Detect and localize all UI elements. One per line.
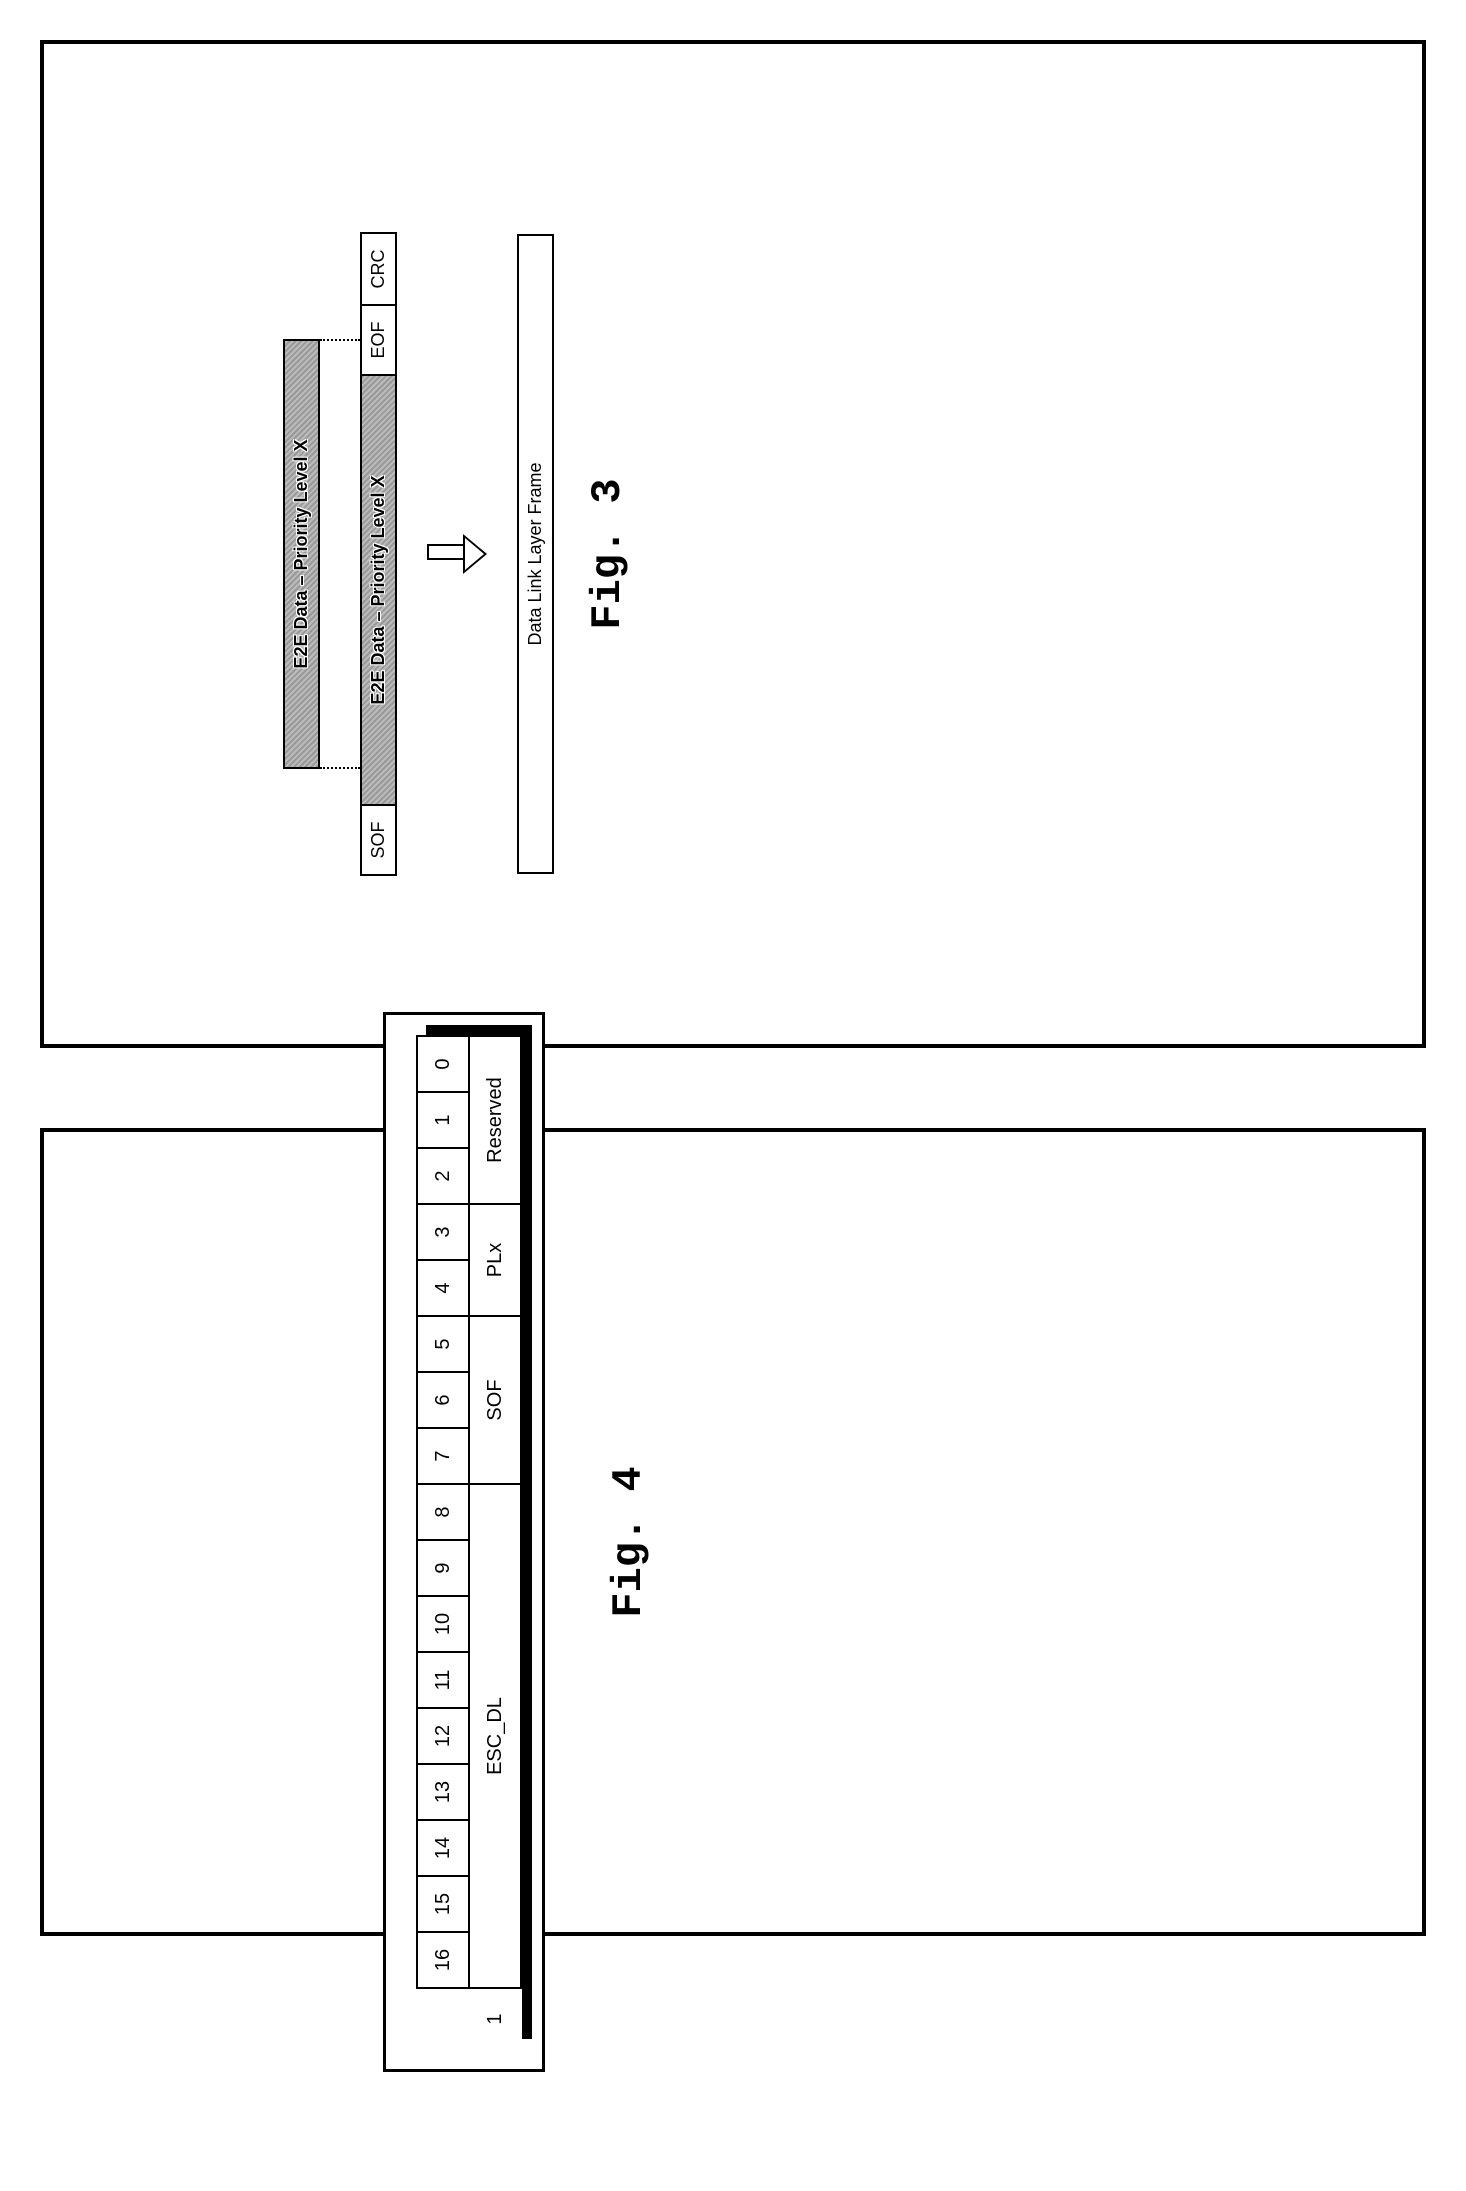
row-index-cell: 1 [469, 1988, 521, 2049]
figure-3-inner: E2E Data – Priority Level X SOF E2E Data… [283, 234, 632, 874]
bit-header-cell: 9 [417, 1540, 469, 1596]
table-shadow-right [426, 1025, 532, 1035]
figure-4-table-outer-box: 161514131211109876543210 1ESC_DLSOFPLxRe… [383, 1012, 545, 2072]
bit-header-cell: 5 [417, 1316, 469, 1372]
dashed-line-left [320, 767, 360, 769]
dashed-connectors [320, 339, 360, 769]
figure-4-container: 161514131211109876543210 1ESC_DLSOFPLxRe… [40, 1128, 1426, 1936]
bit-header-cell: 2 [417, 1148, 469, 1204]
bit-header-cell: 13 [417, 1764, 469, 1820]
figure-3-label: Fig. 3 [584, 478, 632, 629]
field-cell-reserved: Reserved [469, 1036, 521, 1204]
crc-cell: CRC [362, 234, 395, 304]
bit-header-cell: 8 [417, 1484, 469, 1540]
bit-header-cell: 6 [417, 1372, 469, 1428]
bit-header-cell: 16 [417, 1932, 469, 1988]
bit-field-table: 161514131211109876543210 1ESC_DLSOFPLxRe… [416, 1035, 522, 2049]
field-cell-esc-dl: ESC_DL [469, 1484, 521, 1988]
header-spacer-cell [417, 1988, 469, 2049]
data-link-layer-frame-box: Data Link Layer Frame [517, 234, 554, 874]
sof-cell: SOF [362, 804, 395, 874]
figure-4-table-inner: 161514131211109876543210 1ESC_DLSOFPLxRe… [416, 1035, 522, 2049]
bit-header-cell: 4 [417, 1260, 469, 1316]
bit-header-cell: 12 [417, 1708, 469, 1764]
arrow-down-icon [427, 534, 487, 574]
bit-header-row: 161514131211109876543210 [417, 1036, 469, 2049]
bit-header-cell: 15 [417, 1876, 469, 1932]
field-cell-plx: PLx [469, 1204, 521, 1316]
e2e-data-top-box: E2E Data – Priority Level X [283, 339, 320, 769]
bit-header-cell: 1 [417, 1092, 469, 1148]
dashed-line-right [320, 339, 360, 341]
figure-4-label: Fig. 4 [605, 1466, 653, 1617]
frame-row: SOF E2E Data – Priority Level X EOF CRC [360, 232, 397, 876]
field-cell-sof: SOF [469, 1316, 521, 1484]
bit-header-cell: 14 [417, 1820, 469, 1876]
bit-header-cell: 11 [417, 1652, 469, 1708]
bit-header-cell: 3 [417, 1204, 469, 1260]
table-shadow-bottom [522, 1025, 532, 2039]
e2e-data-mid-cell: E2E Data – Priority Level X [362, 374, 395, 804]
eof-cell: EOF [362, 304, 395, 374]
bit-header-cell: 7 [417, 1428, 469, 1484]
bit-header-cell: 10 [417, 1596, 469, 1652]
field-row: 1ESC_DLSOFPLxReserved [469, 1036, 521, 2049]
bit-header-cell: 0 [417, 1036, 469, 1092]
figure-4-content: 161514131211109876543210 1ESC_DLSOFPLxRe… [383, 893, 1083, 2191]
